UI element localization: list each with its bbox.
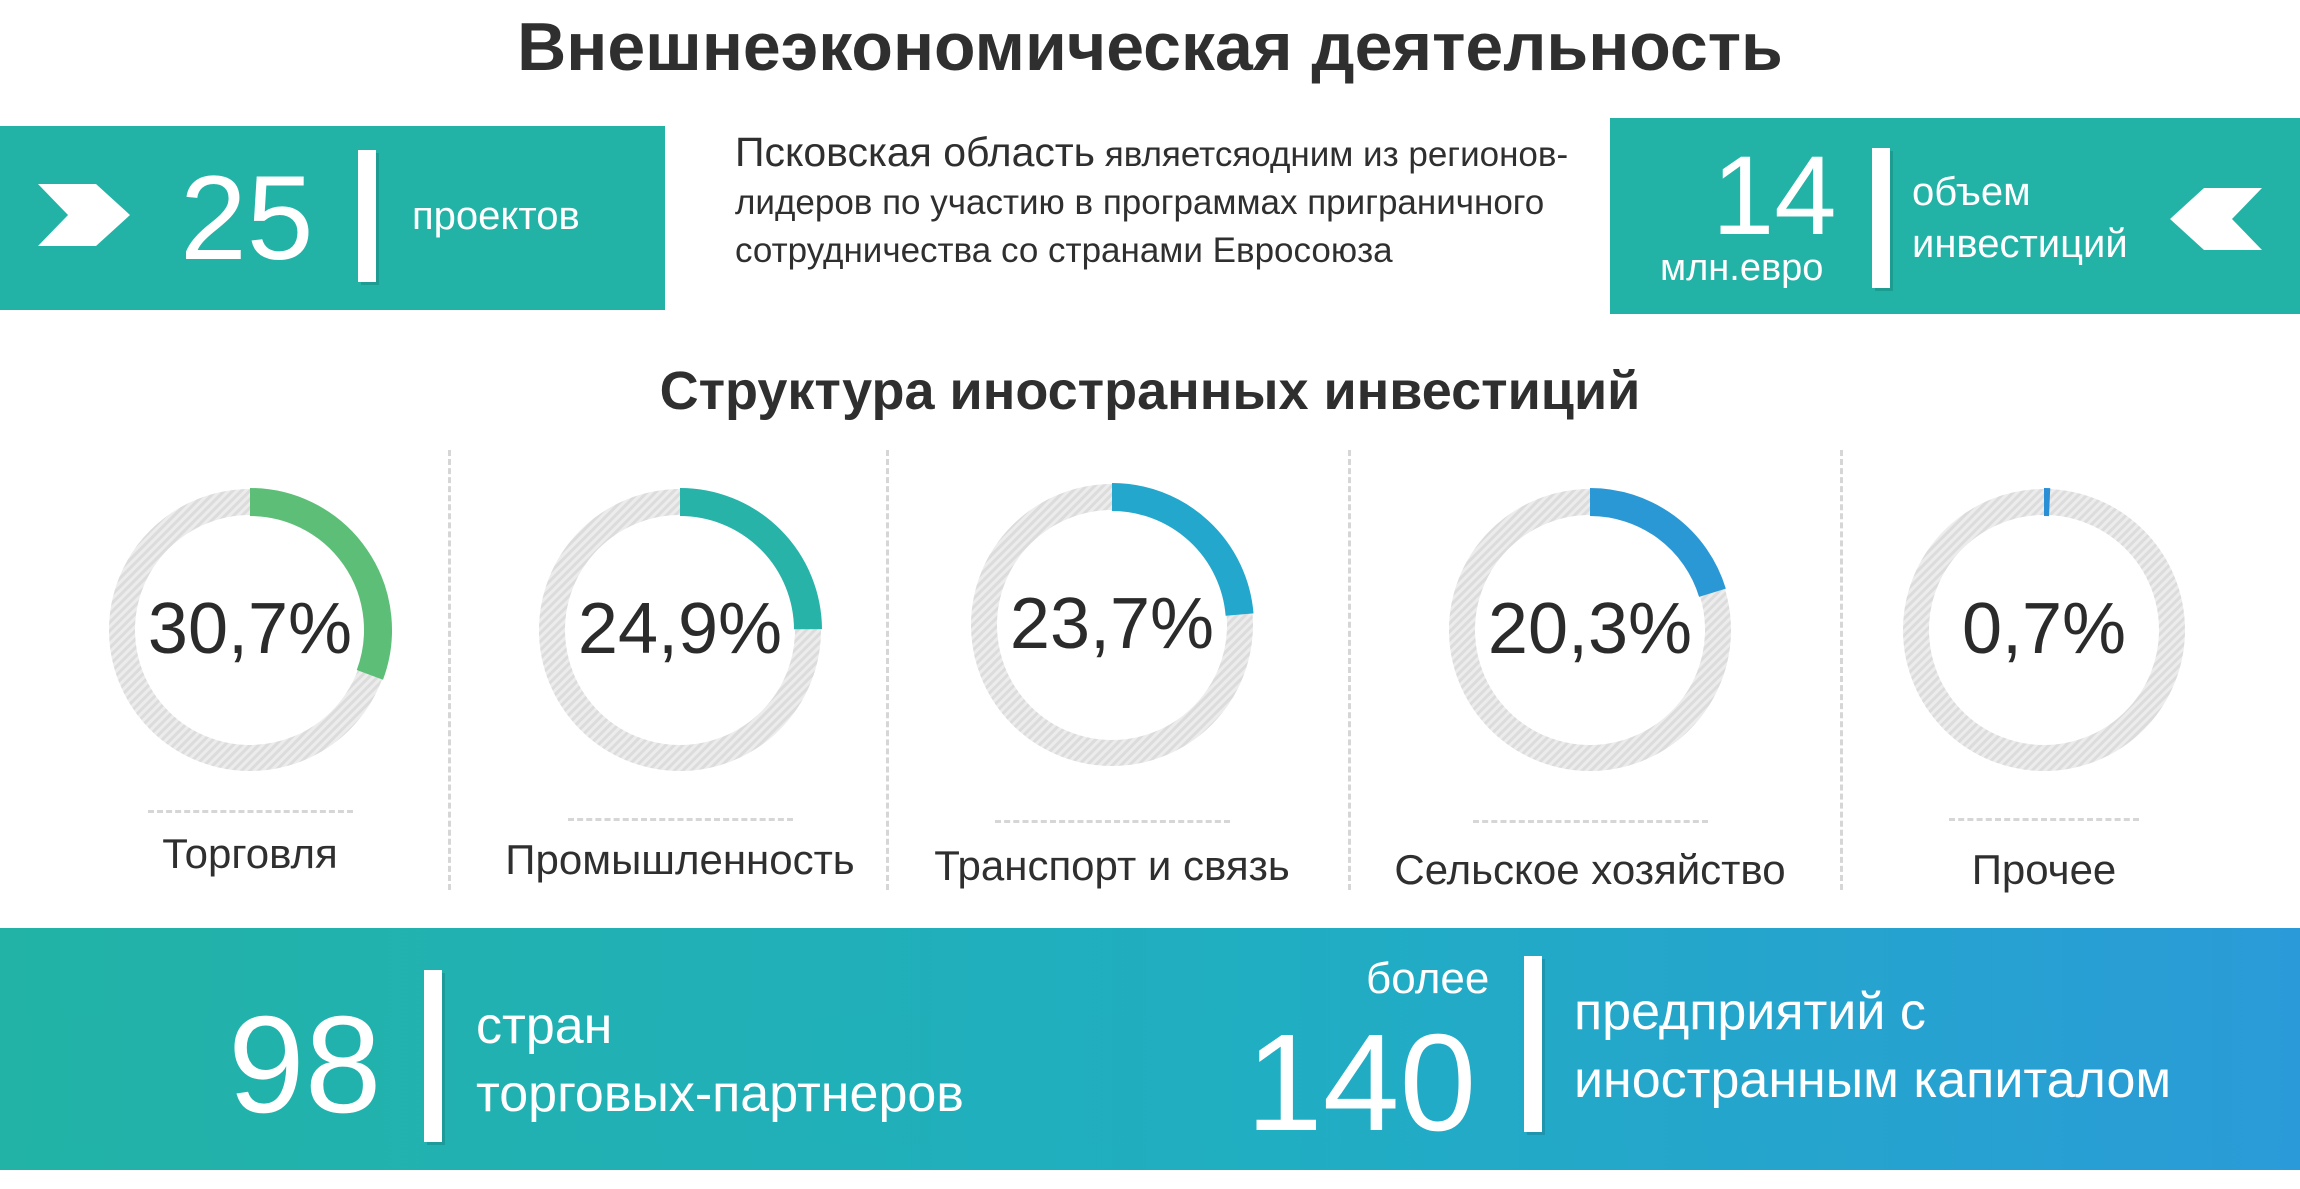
category-divider <box>1472 820 1708 823</box>
category-label: Прочее <box>1971 846 2117 893</box>
category-label: Промышленность <box>505 836 855 883</box>
investment-unit: млн.евро <box>1660 247 1824 289</box>
divider-bar <box>358 150 376 282</box>
intro-text: Псковская область являетсяодним из регио… <box>735 128 1575 275</box>
column-separator <box>886 450 889 890</box>
investment-label-1: объем <box>1912 170 2031 214</box>
category-divider <box>1949 818 2139 821</box>
summary-banner: 98 стран торговых-партнеров более 140 пр… <box>0 928 2300 1170</box>
enterprises-prefix: более <box>1366 954 1490 1003</box>
column-separator <box>448 450 451 890</box>
column-separator <box>1840 450 1843 890</box>
donut-value-label: 30,7% <box>147 589 353 669</box>
investment-structure-chart: 30,7% Торговля 24,9% Промышленность 23,7% Тра… <box>0 450 2300 900</box>
enterprises-label-2: иностранным капиталом <box>1574 1051 2172 1109</box>
intro-body: являетсяодним из регионов-лидеров по уча… <box>735 135 1569 270</box>
investment-label-2: инвестиций <box>1912 222 2128 266</box>
category-label: Транспорт и связь <box>934 842 1290 889</box>
donut-value-label: 23,7% <box>1009 584 1215 664</box>
category-divider <box>147 810 353 813</box>
countries-count: 98 <box>228 988 382 1142</box>
donut-arc-2 <box>679 488 822 630</box>
category-divider <box>994 820 1230 823</box>
countries-label-2: торговых-партнеров <box>476 1065 964 1123</box>
divider-bar <box>424 970 442 1142</box>
donut-arc-1 <box>249 488 392 680</box>
projects-panel: 25 проектов <box>0 126 665 310</box>
chart-title: Структура иностранных инвестиций <box>659 361 1641 421</box>
page-title: Внешнеэкономическая деятельность <box>517 9 1783 85</box>
chevron-left-icon <box>2170 188 2262 250</box>
chevron-right-icon <box>38 184 130 246</box>
divider-bar <box>1524 956 1542 1132</box>
donut-arc-3 <box>1111 483 1254 617</box>
donut-value-label: 0,7% <box>1961 589 2127 669</box>
column-separator <box>1348 450 1351 890</box>
enterprises-count: 140 <box>1246 1006 1477 1160</box>
countries-label-1: стран <box>476 997 613 1055</box>
projects-label: проектов <box>412 194 580 238</box>
category-divider <box>567 818 793 821</box>
donut-chart-svg <box>109 483 2185 771</box>
category-label: Торговля <box>162 830 338 877</box>
intro-lead: Псковская область <box>735 129 1096 175</box>
enterprises-label-1: предприятий с <box>1574 983 1926 1041</box>
donut-arc-4 <box>1589 488 1726 598</box>
divider-bar <box>1872 148 1890 288</box>
investment-amount: 14 <box>1712 133 1837 258</box>
category-label: Сельское хозяйство <box>1394 846 1786 893</box>
donut-value-label: 20,3% <box>1487 589 1693 669</box>
investment-panel: 14 млн.евро объем инвестиций <box>1610 118 2300 314</box>
donut-value-label: 24,9% <box>577 589 783 669</box>
projects-count: 25 <box>180 151 314 285</box>
